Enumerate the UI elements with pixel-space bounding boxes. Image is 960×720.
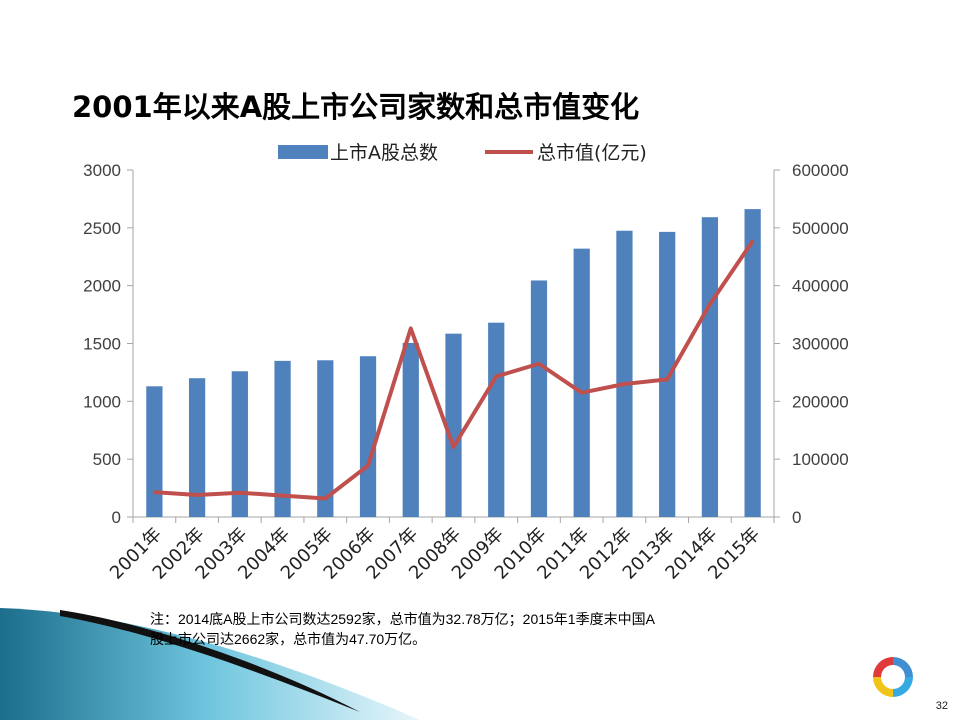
bar-2005年 <box>317 360 334 517</box>
right-tick-label: 500000 <box>792 219 849 238</box>
left-tick-label: 2000 <box>83 277 121 296</box>
right-tick-label: 600000 <box>792 161 849 180</box>
left-tick-label: 3000 <box>83 161 121 180</box>
legend-bar-label: 上市A股总数 <box>330 142 438 164</box>
bar-2008年 <box>445 333 462 517</box>
bar-2002年 <box>188 378 206 517</box>
right-tick-label: 100000 <box>792 450 849 469</box>
left-tick-label: 1000 <box>83 392 121 411</box>
right-tick-label: 200000 <box>792 392 849 411</box>
legend-bar-swatch <box>278 145 328 159</box>
left-tick-label: 2500 <box>83 219 121 238</box>
line-point-2011年 <box>580 391 584 395</box>
black-swoosh <box>60 610 360 712</box>
bar-2010年 <box>530 280 548 517</box>
right-tick-label: 400000 <box>792 277 849 296</box>
line-point-2010年 <box>537 362 541 366</box>
circle-logo-icon <box>873 657 913 697</box>
line-point-2001年 <box>152 490 156 494</box>
bar-2009年 <box>488 322 505 517</box>
bar-2006年 <box>359 356 377 517</box>
page-number: 32 <box>935 700 948 712</box>
line-point-2008年 <box>452 445 455 449</box>
line-point-2012年 <box>622 382 626 386</box>
line-point-2014年 <box>708 302 712 306</box>
line-point-2013年 <box>665 377 669 381</box>
line-series <box>152 239 755 501</box>
left-tick-label: 1500 <box>83 335 121 354</box>
bar-2012年 <box>616 230 633 517</box>
bar-2003年 <box>231 371 248 517</box>
bar-2001年 <box>146 386 163 517</box>
footnote-line-2: 股上市公司达2662家，总市值为47.70万亿。 <box>150 631 427 647</box>
bar-2013年 <box>659 231 676 518</box>
combo-chart: 上市A股总数 总市值(亿元) 0 500 1000 1500 2000 2500 3000 0 1… <box>83 142 849 584</box>
line-point-2007年 <box>409 326 413 330</box>
bar-series <box>146 209 761 518</box>
legend-line-label: 总市值(亿元) <box>537 142 647 164</box>
bar-2015年 <box>744 209 761 517</box>
line-point-2006年 <box>366 464 370 468</box>
page-title: 2001年以来A股上市公司家数和总市值变化 <box>72 90 640 124</box>
line-point-2009年 <box>494 374 498 378</box>
line-point-2004年 <box>281 494 285 498</box>
footnote: 注：2014底A股上市公司数达2592家，总市值为32.78万亿；2015年1季… <box>150 609 850 649</box>
bar-2014年 <box>701 217 719 517</box>
bar-2007年 <box>402 342 419 517</box>
line-point-2003年 <box>238 491 242 495</box>
line-point-2002年 <box>195 493 199 497</box>
bar-2011年 <box>573 248 590 518</box>
left-tick-label: 0 <box>112 508 121 527</box>
footnote-line-1: 注：2014底A股上市公司数达2592家，总市值为32.78万亿；2015年1季… <box>150 611 655 627</box>
right-tick-label: 300000 <box>792 335 849 354</box>
line-point-2015年 <box>751 239 755 243</box>
bar-2004年 <box>274 360 291 517</box>
chart-legend: 上市A股总数 总市值(亿元) <box>278 142 647 164</box>
right-tick-label: 0 <box>792 508 801 527</box>
left-tick-label: 500 <box>93 450 121 469</box>
x-tick-labels: 2001年2002年2003年2004年2005年2006年2007年2008年… <box>106 524 764 584</box>
line-point-2005年 <box>323 496 327 500</box>
